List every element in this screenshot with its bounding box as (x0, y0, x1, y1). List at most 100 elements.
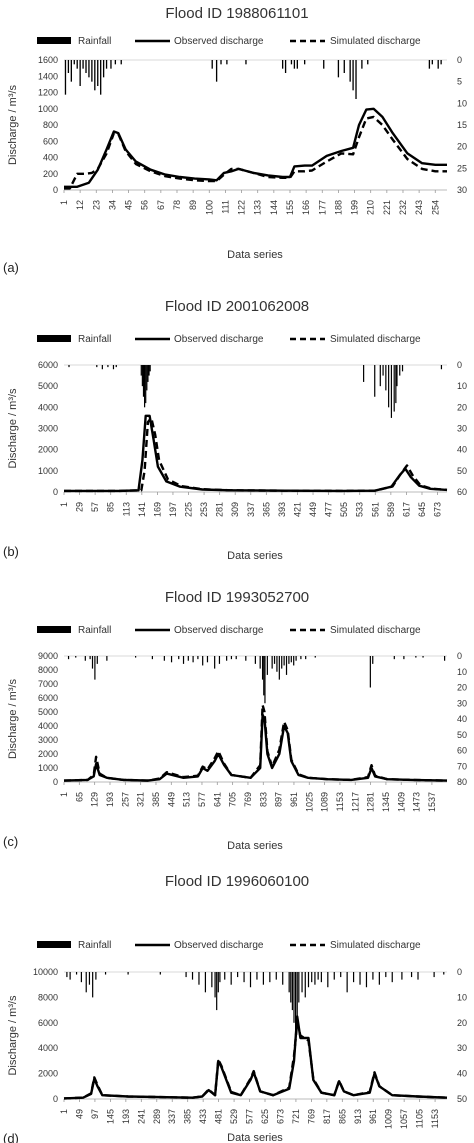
y2-tick-label: 50 (457, 730, 467, 740)
rainfall-bar (214, 972, 216, 998)
rainfall-bar (365, 972, 368, 988)
rainfall-bar (178, 656, 180, 660)
y-axis-label: Discharge / m³/s (7, 678, 19, 759)
y-tick-label: 10000 (33, 967, 58, 977)
rainfall-bar (82, 60, 84, 69)
rainfall-bar (266, 656, 268, 675)
x-tick-label: 1153 (335, 792, 345, 811)
rainfall-bar (410, 972, 413, 978)
x-tick-label: 85 (106, 502, 116, 512)
rainfall-bar (301, 972, 303, 993)
rainfall-bar (440, 60, 442, 65)
rainfall-bar (237, 972, 239, 978)
rainfall-bar (159, 972, 161, 975)
rainfall-bar (144, 365, 146, 408)
y2-tick-label: 10 (457, 667, 467, 677)
x-tick-label: 481 (214, 1109, 224, 1124)
rainfall-bar (142, 365, 145, 397)
rainfall-bar (276, 656, 278, 672)
x-tick-label: 589 (386, 502, 396, 517)
rainfall-bar (304, 972, 306, 998)
rainfall-bar (372, 972, 374, 980)
rainfall-bar (163, 656, 165, 661)
y2-tick-label: 5 (457, 77, 462, 87)
x-tick-label: 897 (274, 792, 284, 807)
rainfall-bar (192, 656, 194, 663)
rainfall-bar (110, 60, 112, 69)
y-tick-label: 1000 (38, 104, 58, 114)
x-tick-label: 193 (105, 792, 115, 807)
rainfall-bar (211, 972, 213, 988)
x-tick-label: 645 (417, 502, 427, 517)
y2-tick-label: 40 (457, 1069, 467, 1079)
rainfall-bar (262, 972, 264, 985)
rainfall-bar (145, 365, 147, 404)
rainfall-bar (245, 60, 247, 65)
rainfall-bar (94, 656, 96, 680)
rainfall-bar (67, 60, 70, 73)
simulated-discharge-line (64, 115, 447, 190)
x-tick-label: 721 (291, 1109, 301, 1124)
x-tick-label: 913 (353, 1109, 363, 1124)
x-tick-label: 1 (59, 200, 69, 205)
rainfall-bar (403, 656, 405, 660)
y-axis-label: Discharge / m³/s (7, 388, 19, 469)
x-tick-label: 193 (121, 1109, 131, 1124)
rainfall-bar (94, 60, 96, 91)
y-tick-label: 6000 (38, 693, 58, 703)
x-tick-label: 169 (152, 502, 162, 517)
rainfall-bar (296, 60, 298, 69)
x-tick-label: 385 (183, 1109, 193, 1124)
x-tick-label: 100 (204, 200, 214, 215)
y-tick-label: 800 (43, 120, 58, 130)
rainfall-bar (187, 656, 189, 661)
x-tick-label: 1473 (412, 792, 422, 812)
observed-discharge-line (63, 1015, 448, 1100)
x-tick-label: 513 (182, 792, 192, 807)
y-tick-label: 3000 (38, 424, 58, 434)
rainfall-bar (147, 365, 149, 382)
rainfall-bar (185, 972, 187, 978)
x-tick-label: 1345 (381, 792, 391, 812)
rainfall-bar (399, 365, 401, 376)
chart-svg-c: Flood ID 1993052700 Rainfall Observed disc… (3, 589, 467, 852)
rainfall-bar (149, 365, 151, 372)
x-tick-label: 166 (301, 200, 311, 215)
rainfall-bar (372, 656, 374, 664)
rainfall-bar (243, 972, 245, 983)
x-tick-label: 49 (74, 1109, 84, 1119)
y2-tick-label: 10 (457, 381, 467, 391)
x-tick-label: 45 (124, 200, 134, 210)
x-tick-label: 144 (269, 200, 279, 215)
x-tick-label: 309 (230, 502, 240, 517)
rainfall-bar (385, 365, 387, 391)
y-tick-label: 6000 (38, 1018, 58, 1028)
x-tick-label: 210 (366, 200, 376, 215)
y-tick-label: 2000 (38, 445, 58, 455)
x-tick-label: 221 (382, 200, 392, 215)
legend-label-rainfall: Rainfall (78, 334, 111, 345)
legend-swatch-rainfall (37, 37, 71, 44)
rainfall-bar (114, 60, 117, 65)
x-tick-label: 23 (91, 200, 101, 210)
x-tick-label: 253 (199, 502, 209, 517)
x-tick-label: 56 (140, 200, 150, 210)
rainfall-bar (285, 656, 288, 675)
rainfall-bar (379, 365, 381, 387)
rainfall-bar (415, 656, 417, 658)
rainfall-bar (202, 656, 204, 666)
rainfall-bar (141, 365, 143, 387)
y2-tick-label: 0 (457, 967, 462, 977)
rainfall-bar (355, 60, 357, 99)
y-tick-label: 400 (43, 153, 58, 163)
rainfall-bar (359, 972, 361, 985)
rainfall-bar (401, 365, 404, 372)
rainfall-bar (281, 60, 284, 69)
x-tick-label: 1009 (384, 1109, 394, 1129)
rainfall-bar (293, 656, 295, 666)
y-tick-label: 1400 (38, 71, 58, 81)
x-tick-label: 833 (258, 792, 268, 807)
rainfall-bar (275, 972, 277, 980)
observed-discharge-line (64, 414, 448, 493)
rainfall-bar (170, 656, 173, 663)
